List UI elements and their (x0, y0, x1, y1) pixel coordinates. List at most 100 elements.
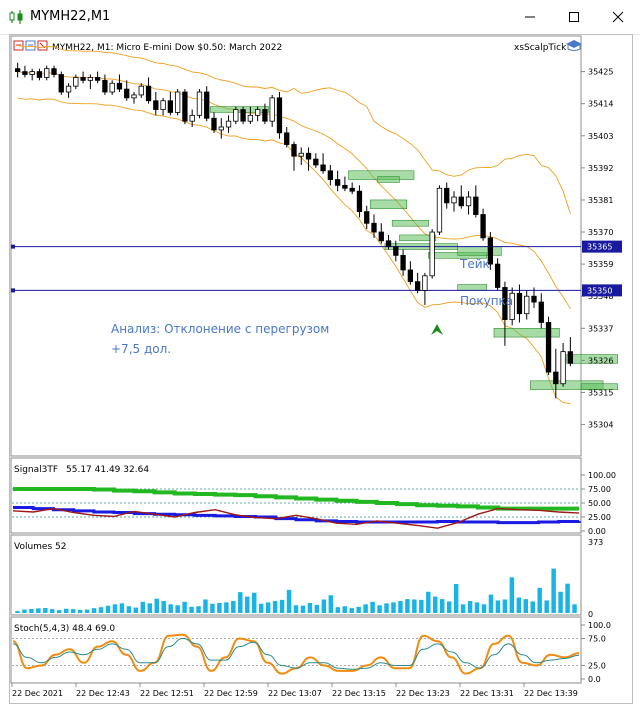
volume-bar (36, 608, 41, 613)
signal-tick-label: 25.00 (588, 513, 611, 522)
volume-bar (196, 606, 201, 613)
volume-bar (412, 599, 417, 613)
candle (451, 191, 457, 212)
volume-bar (453, 584, 459, 613)
candle (276, 92, 283, 139)
time-tick-label: 22 Dec 13:15 (332, 689, 386, 698)
candle-bear (444, 187, 450, 204)
candle-bear (516, 292, 523, 315)
volume-bar (384, 603, 389, 613)
candle (240, 106, 246, 125)
volume-bar (405, 599, 410, 613)
candle-bear (320, 164, 326, 172)
stoch-title: Stoch(5,4,3) 48.4 69.0 (14, 624, 115, 634)
volume-bar (391, 602, 396, 613)
candle-bear (284, 132, 290, 145)
volume-bar (307, 602, 313, 613)
price-label-box (582, 240, 622, 253)
volume-bar (356, 606, 361, 613)
volume-bar (70, 609, 76, 613)
chart-window: MYMH22, M1: Micro E-mini Dow $0.50: Marc… (9, 34, 633, 704)
buy-label: Покупка (460, 294, 513, 308)
candle-bear (364, 211, 370, 224)
graduation-cap-icon[interactable] (566, 40, 582, 51)
candle (407, 261, 414, 285)
volume-bar (426, 591, 431, 613)
volume-bar (119, 603, 125, 613)
volume-bar (22, 609, 27, 613)
volume-bar (558, 591, 563, 613)
volume-bar (370, 601, 375, 613)
minimize-icon (525, 16, 535, 18)
volume-bar (29, 608, 34, 613)
stoch-panel-frame (10, 616, 582, 684)
volume-bar (258, 603, 264, 613)
close-button[interactable] (596, 0, 640, 34)
close-icon (612, 11, 624, 23)
candle (87, 74, 94, 90)
volume-bar (238, 592, 243, 613)
volume-bar (300, 605, 306, 613)
buy-arrow-icon (431, 324, 443, 335)
candle (44, 65, 50, 81)
candle-bear (327, 170, 334, 180)
take-label: Тейк (459, 257, 490, 271)
candle (545, 316, 552, 375)
volume-bar (50, 609, 55, 613)
volume-bar (321, 599, 327, 613)
price-tick-label: 35414 (588, 100, 613, 109)
candle (480, 208, 486, 241)
signal-zone (377, 176, 400, 183)
window-title: MYMH22,M1 (30, 9, 111, 24)
volume-bar (502, 599, 508, 613)
signal-zone (580, 383, 618, 390)
candle-bear (36, 71, 43, 78)
app-icon (9, 10, 23, 24)
volume-bar (314, 604, 320, 613)
candle-bear (407, 269, 414, 283)
chart-info: MYMH22, M1: Micro E-mini Dow $0.50: Marc… (52, 43, 282, 53)
candle (371, 214, 377, 238)
candle (109, 80, 115, 95)
candle-bear (153, 100, 159, 110)
chart-canvas[interactable]: MYMH22, M1: Micro E-mini Dow $0.50: Marc… (10, 35, 632, 703)
volume-bar (551, 568, 556, 613)
candle-bear (94, 77, 101, 81)
candle (211, 112, 217, 133)
maximize-button[interactable] (552, 0, 596, 34)
candle-bear (80, 77, 86, 81)
candle-bear (385, 240, 392, 248)
signal-zone (566, 354, 618, 364)
band-middle (17, 71, 571, 309)
candle-bear (356, 190, 363, 213)
candle (378, 223, 384, 244)
candle-bull (298, 152, 304, 157)
candle-bull (44, 68, 50, 78)
time-tick-label: 22 Dec 13:39 (524, 689, 578, 698)
candle-bear (473, 196, 479, 215)
candle (342, 176, 348, 192)
candle (349, 182, 355, 195)
candle-bear (276, 97, 283, 134)
candle (14, 62, 21, 78)
candle-bear (124, 88, 130, 99)
candle (305, 147, 312, 171)
candle-bear (22, 71, 28, 75)
candle (400, 249, 406, 276)
candle-bear (116, 82, 123, 90)
candle-bear (371, 222, 377, 233)
minimize-button[interactable] (508, 0, 552, 34)
candle (524, 290, 530, 320)
volume-bar (363, 604, 368, 613)
candle (153, 92, 159, 116)
volume-bar (140, 601, 146, 613)
volume-tick-label: 373 (588, 538, 603, 547)
volume-bar (565, 583, 570, 613)
volume-bar (43, 607, 48, 613)
volume-bar (126, 606, 132, 613)
candle (196, 89, 203, 119)
candle (429, 229, 435, 279)
candle (393, 240, 399, 262)
level-marker (11, 244, 15, 249)
candle (36, 68, 43, 81)
